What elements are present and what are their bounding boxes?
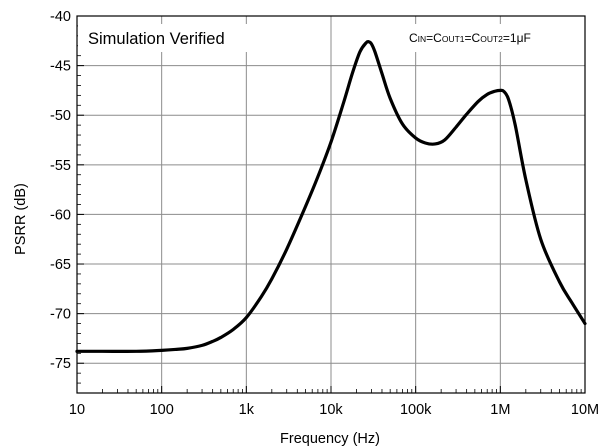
y-tick-label: -65 (50, 257, 71, 273)
x-tick-label: 1k (239, 402, 255, 418)
y-axis-title: PSRR (dB) (13, 183, 29, 255)
x-tick-label: 10M (571, 402, 599, 418)
y-tick-label: -40 (50, 9, 71, 25)
psrr-curve (75, 39, 587, 354)
x-tick-label: 1M (490, 402, 510, 418)
annotation-capacitance: CIN=COUT1=COUT2=1μF (409, 31, 531, 45)
x-tick-label: 100 (150, 402, 174, 418)
grid-lines (76, 15, 586, 393)
annotation-box-right (402, 24, 580, 52)
x-tick-label: 10 (69, 402, 85, 418)
y-tick-label: -60 (50, 207, 71, 223)
series-layer (75, 39, 587, 354)
x-axis: 10 100 1k 10k 100k 1M 10M (69, 386, 599, 418)
y-axis: -40 -45 -50 -55 -60 -65 -70 -75 (50, 9, 84, 372)
minor-ticks (77, 25, 582, 394)
annotation-box-left (78, 24, 274, 52)
y-tick-label: -50 (50, 108, 71, 124)
y-tick-label: -75 (50, 356, 71, 372)
x-tick-label: 10k (319, 402, 343, 418)
y-tick-label: -45 (50, 59, 71, 75)
x-tick-label: 100k (400, 402, 432, 418)
annotation-simulation-verified: Simulation Verified (88, 30, 225, 48)
x-axis-title: Frequency (Hz) (280, 431, 380, 447)
y-tick-label: -55 (50, 158, 71, 174)
y-tick-label: -70 (50, 307, 71, 323)
